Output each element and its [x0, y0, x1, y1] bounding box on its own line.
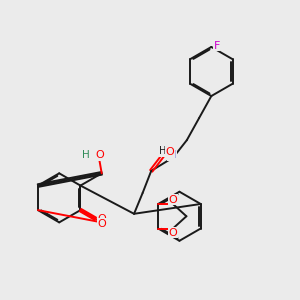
Text: O: O [169, 195, 177, 205]
Text: O: O [97, 219, 106, 229]
Text: O: O [96, 150, 104, 160]
Text: O: O [169, 228, 177, 238]
Text: N: N [168, 150, 176, 161]
Text: H: H [82, 150, 89, 160]
Text: O: O [98, 214, 106, 224]
Text: F: F [214, 41, 220, 51]
Text: H: H [159, 146, 167, 156]
Text: O: O [166, 147, 175, 157]
